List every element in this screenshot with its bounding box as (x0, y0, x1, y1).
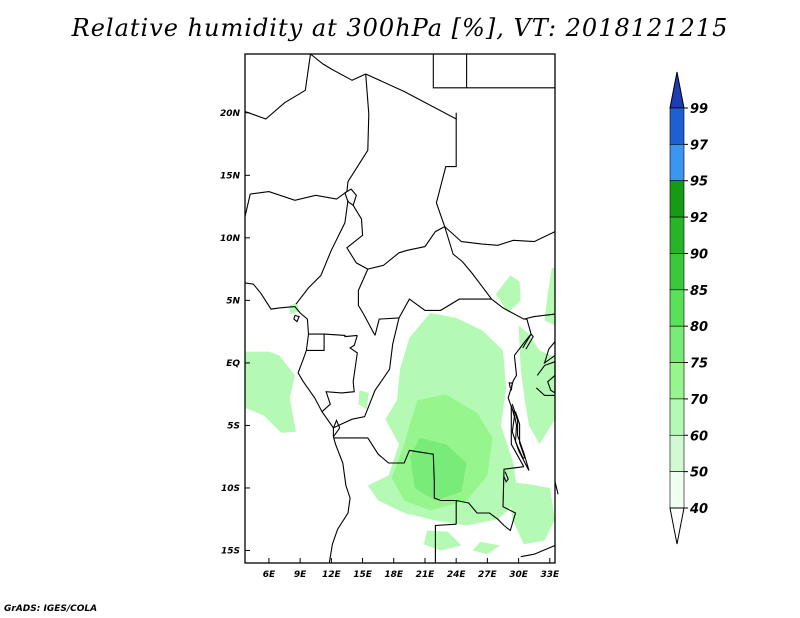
gabon-congo-border (321, 335, 358, 413)
colorbar-label: 95 (690, 175, 708, 190)
colorbar-segment (669, 362, 685, 400)
lake-edward-kivu (508, 382, 513, 391)
uganda-kenya-border (543, 341, 556, 365)
lat-tick-label: 15N (220, 171, 241, 181)
lon-tick-label: 24E (447, 570, 467, 580)
lon-tick-label: 6E (263, 570, 276, 580)
car-congo-border (374, 317, 400, 336)
humidity-region (544, 267, 555, 326)
lon-tick-label: 12E (322, 570, 342, 580)
libya-niger-chad-border (365, 73, 457, 120)
humidity-region (508, 481, 555, 545)
zambia-drc-border (456, 466, 524, 532)
lake-tanganyika-inner (512, 410, 526, 459)
cameroon-chad-border (346, 205, 369, 270)
niger-chad-border (346, 73, 370, 192)
lat-tick-label: 15S (221, 546, 240, 556)
chad-car-border (367, 226, 445, 270)
colorbar-label: 90 (690, 247, 708, 262)
gabon-cameroon-border (324, 333, 358, 338)
humidity-region (410, 437, 467, 501)
colorbar-label: 99 (690, 102, 708, 117)
cabinda-border (332, 418, 341, 438)
colorbar-label: 75 (690, 357, 708, 372)
lat-tick-label: 5N (226, 296, 240, 306)
humidity-region (358, 390, 369, 410)
lat-tick-label: 5S (227, 421, 240, 431)
lat-tick-label: 10N (220, 234, 241, 244)
lake-albert (522, 333, 534, 350)
niger-nigeria-border (244, 191, 348, 217)
colorbar-label: 70 (690, 393, 708, 408)
longitude-axis: 6E 9E 12E 15E 18E 21E 24E 27E 30E 33E (263, 558, 560, 580)
colorbar-segment (669, 216, 685, 254)
egypt-sudan-border (432, 54, 555, 89)
lon-tick-label: 18E (384, 570, 404, 580)
colorbar-label: 92 (690, 211, 708, 226)
colorbar-label: 85 (690, 284, 708, 299)
lat-tick-label: 20N (220, 109, 241, 119)
colorbar-label: 97 (690, 138, 709, 153)
lon-tick-label: 27E (478, 570, 498, 580)
humidity-region (518, 325, 555, 445)
chart-title: Relative humidity at 300hPa [%], VT: 201… (71, 14, 729, 42)
colorbar-lower-arrow (669, 507, 685, 545)
humidity-region (495, 275, 521, 313)
colorbar-segment (669, 144, 685, 182)
niger-west-border (244, 53, 312, 120)
lon-tick-label: 15E (353, 570, 373, 580)
country-borders (244, 53, 559, 564)
lon-tick-label: 9E (294, 570, 307, 580)
atlantic-coast-west-africa (244, 282, 351, 564)
colorbar-segment (669, 434, 685, 472)
colorbar-upper-arrow (669, 71, 685, 109)
humidity-region (423, 530, 462, 551)
lake-mweru (503, 471, 509, 483)
car-cameroon-border (357, 268, 376, 336)
humidity-fill-layer (245, 267, 555, 555)
mozambique-zambia-border (520, 544, 556, 558)
humidity-region (245, 351, 296, 433)
latitude-axis: 20N 15N 10N 5N EQ 5S 10S 15S (220, 109, 250, 556)
lon-tick-label: 33E (540, 570, 560, 580)
lon-tick-label: 21E (416, 570, 436, 580)
libya-algeria-border (310, 53, 366, 81)
car-drc-border (398, 298, 492, 319)
humidity-region (472, 541, 500, 555)
colorbar-label: 50 (690, 466, 708, 481)
colorbar-label: 40 (689, 502, 708, 517)
map-frame (244, 53, 556, 564)
chad-sudan-border (435, 119, 457, 227)
colorbar-segment (669, 289, 685, 327)
congo-drc-border (333, 317, 400, 429)
colorbar-label: 80 (690, 320, 708, 335)
colorbar-segment (669, 325, 685, 363)
colorbar-segment (669, 180, 685, 218)
lake-chad-outline (344, 188, 357, 207)
angola-zambia-border (434, 523, 457, 563)
humidity-region (289, 302, 300, 315)
equatorial-guinea-border (306, 333, 325, 351)
lat-tick-label: 10S (221, 484, 240, 494)
colorbar-label: 60 (690, 429, 708, 444)
colorbar-segment (669, 398, 685, 436)
grads-credit: GrADS: IGES/COLA (4, 604, 98, 614)
lat-tick-label: EQ (226, 359, 240, 369)
car-sudan-border (444, 226, 492, 300)
colorbar: 99 97 95 92 90 85 80 75 70 60 50 40 (669, 71, 709, 545)
colorbar-segment (669, 471, 685, 509)
angola-drc-border (333, 437, 457, 525)
bioko-island (293, 314, 300, 323)
nigeria-cameroon-border (295, 200, 349, 305)
colorbar-segment (669, 107, 685, 145)
drc-east-border (507, 318, 532, 467)
lon-tick-label: 30E (509, 570, 529, 580)
colorbar-segment (669, 253, 685, 291)
uganda-tanzania-lake-shore (547, 374, 556, 394)
lake-tanganyika (510, 404, 530, 471)
sudan-south-sudan-border (444, 226, 556, 246)
